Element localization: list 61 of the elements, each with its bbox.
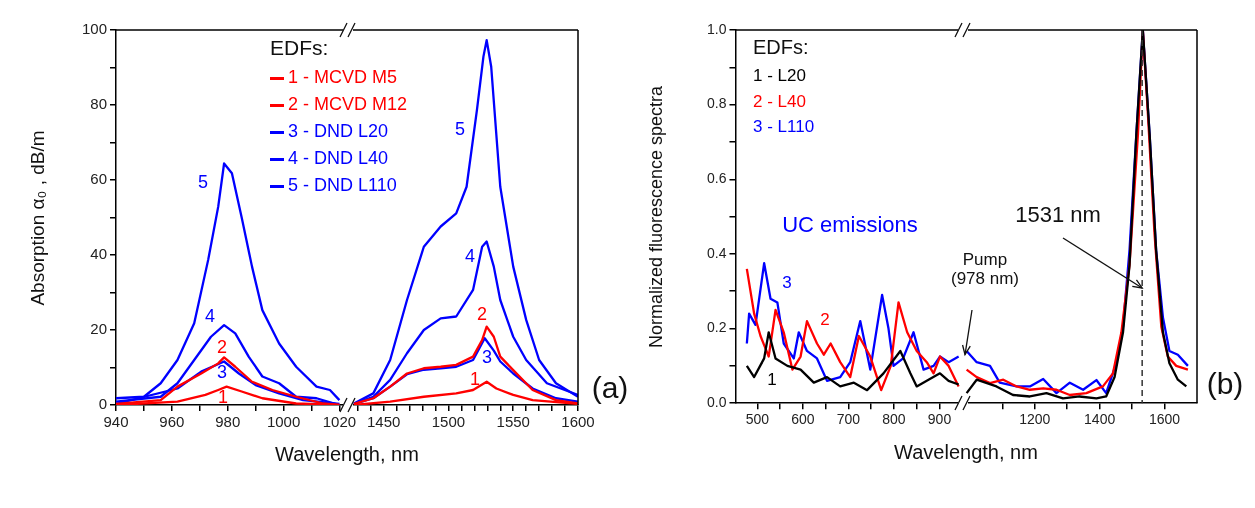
x-tick-label: 980 <box>215 413 241 431</box>
y-tick-label: 60 <box>90 170 107 188</box>
x-tick-label: 940 <box>103 413 129 431</box>
legend-label: 4 - DND L40 <box>287 147 390 170</box>
annotation: 2 <box>216 337 228 358</box>
x-axis-title: Wavelength, nm <box>894 441 1038 463</box>
y-tick-label: 0 <box>98 395 107 413</box>
legend-title: EDFs: <box>753 36 810 59</box>
legend-label: 1 - MCVD M5 <box>287 66 398 89</box>
legend-label: 5 - DND L110 <box>287 174 398 197</box>
y-axis-title: Normalized fluorescence spectra <box>646 85 667 348</box>
annotation: 5 <box>454 119 466 140</box>
x-tick-label: 1600 <box>561 413 595 431</box>
y-axis-title: Absorption α₀ , dB/m <box>26 129 49 306</box>
x-tick-label: 1020 <box>322 413 357 431</box>
annotation: 2 <box>820 309 830 330</box>
legend-label: 3 - DND L20 <box>287 120 390 143</box>
text: 3 - L110 <box>753 116 815 138</box>
x-tick-label: 600 <box>790 411 815 428</box>
y-tick-label: 0.4 <box>706 244 727 261</box>
y-tick-label: 20 <box>90 320 107 338</box>
annotation: 3 <box>782 272 792 293</box>
x-tick-label: 1400 <box>1084 411 1116 428</box>
annotation: 1 <box>767 369 777 390</box>
text: 2 - L40 <box>753 90 807 113</box>
annotation: 1 <box>217 387 229 408</box>
y-tick-label: 0.8 <box>706 95 727 112</box>
annotation: 3 <box>481 347 493 368</box>
x-tick-label: 1000 <box>266 413 301 431</box>
legend-title: EDFs: <box>270 36 330 60</box>
x-tick-label: 1450 <box>366 413 401 431</box>
x-tick-label: 800 <box>881 411 906 428</box>
y-tick-label: 0.2 <box>706 319 727 336</box>
x-tick-label: 500 <box>745 411 769 428</box>
annotation: 4 <box>204 306 216 327</box>
annotation: 5 <box>197 172 209 193</box>
x-tick-label: 1500 <box>431 413 466 431</box>
y-tick-label: 0.6 <box>706 170 727 187</box>
annotation: 4 <box>464 246 476 267</box>
y-tick-label: 1.0 <box>706 20 727 37</box>
annotation: Pump (978 nm) <box>950 250 1020 289</box>
annotation: 1 <box>469 369 481 390</box>
x-axis-title: Wavelength, nm <box>275 443 419 465</box>
text: 1 - L20 <box>753 65 807 87</box>
y-tick-label: 40 <box>90 245 107 263</box>
annotation: 1531 nm <box>1015 201 1101 228</box>
x-tick-label: 960 <box>159 413 185 431</box>
y-tick-label: 0.0 <box>706 394 727 411</box>
x-tick-label: 1550 <box>496 413 530 431</box>
y-tick-label: 80 <box>90 95 107 113</box>
text: (b) <box>1206 366 1244 400</box>
x-tick-label: 1600 <box>1148 411 1181 428</box>
y-tick-label: 100 <box>81 20 107 38</box>
x-tick-label: 700 <box>836 411 860 428</box>
legend-label: 2 - MCVD M12 <box>287 93 408 116</box>
annotation: 2 <box>476 304 488 325</box>
x-tick-label: 1200 <box>1019 411 1051 428</box>
annotation: UC emissions <box>782 211 918 238</box>
x-tick-label: 900 <box>927 411 951 428</box>
annotation: 3 <box>216 362 228 383</box>
text: (a) <box>591 370 629 404</box>
